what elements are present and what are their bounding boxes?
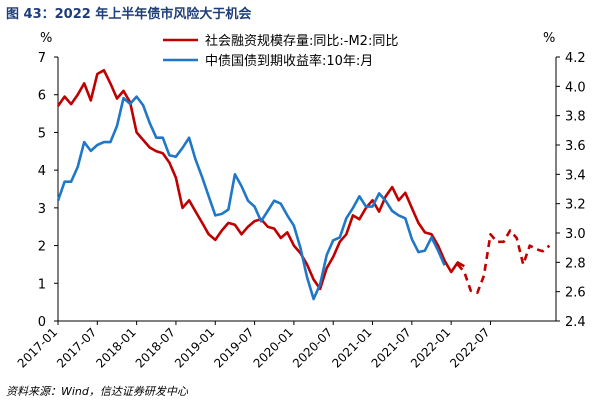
x-tick-label: 2018-01 (93, 325, 138, 370)
right-unit-label: % (543, 31, 555, 46)
right-tick-label: 2.8 (565, 256, 586, 271)
left-tick-label: 3 (38, 202, 46, 217)
right-tick-label: 2.6 (565, 286, 586, 301)
series-line-1 (456, 229, 551, 295)
x-tick-label: 2018-07 (133, 325, 178, 370)
right-tick-label: 3.0 (565, 227, 586, 242)
source-note: 资料来源：Wind，信达证券研发中心 (6, 385, 188, 398)
legend-label-0: 社会融资规模存量:同比:-M2:同比 (205, 33, 398, 49)
left-tick-label: 7 (38, 51, 46, 66)
left-tick-label: 2 (38, 240, 46, 255)
axes: 0 1 2 3 4 5 6 7 2.4 2.6 2.8 3.0 3.2 3.4 3.6 3.8 4.0 4.2%%… (15, 31, 586, 371)
x-tick-label: 2022-07 (447, 325, 492, 370)
right-tick-label: 2.4 (565, 315, 586, 330)
left-tick-label: 6 (38, 89, 46, 104)
series-line-0 (56, 68, 465, 291)
x-tick-label: 2017-01 (15, 325, 60, 370)
x-tick-label: 2020-07 (290, 325, 335, 370)
right-tick-label: 4.0 (565, 80, 586, 95)
x-tick-label: 2020-01 (251, 325, 296, 370)
x-tick-label: 2019-01 (172, 325, 217, 370)
plot-area (56, 68, 551, 301)
right-tick-label: 3.6 (565, 139, 586, 154)
right-tick-label: 3.2 (565, 198, 586, 213)
right-tick-label: 4.2 (565, 51, 586, 66)
left-unit-label: % (40, 31, 52, 46)
legend-label-1: 中债国债到期收益率:10年:月 (205, 53, 373, 69)
x-tick-label: 2021-07 (369, 325, 414, 370)
x-tick-label: 2022-01 (408, 325, 453, 370)
right-tick-label: 3.4 (565, 168, 586, 183)
left-tick-label: 4 (38, 164, 46, 179)
left-tick-label: 1 (38, 277, 46, 292)
left-tick-label: 0 (38, 315, 46, 330)
x-tick-label: 2017-07 (54, 325, 99, 370)
chart-title: 图 43：2022 年上半年债市风险大于机会 (6, 7, 252, 22)
x-tick-label: 2021-01 (329, 325, 374, 370)
right-tick-label: 3.8 (565, 110, 586, 125)
x-tick-label: 2019-07 (211, 325, 256, 370)
left-tick-label: 5 (38, 126, 46, 141)
series-line-2 (56, 95, 446, 301)
